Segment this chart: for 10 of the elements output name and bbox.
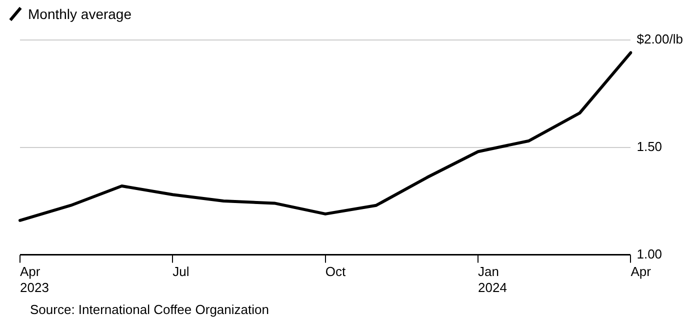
- x-tick-label: Oct: [325, 264, 346, 280]
- legend-label: Monthly average: [28, 6, 132, 22]
- x-tick-label: Jan 2024: [478, 264, 507, 295]
- x-tick-label: Apr: [630, 264, 652, 280]
- x-tick-label: Jul: [172, 264, 190, 280]
- y-tick-label: 1.00: [636, 246, 662, 262]
- source-note: Source: International Coffee Organization: [30, 302, 269, 317]
- y-tick-label: 1.50: [636, 138, 662, 154]
- x-tick-label: Apr 2023: [20, 264, 49, 295]
- y-tick-label: $2.00/lb: [636, 31, 684, 46]
